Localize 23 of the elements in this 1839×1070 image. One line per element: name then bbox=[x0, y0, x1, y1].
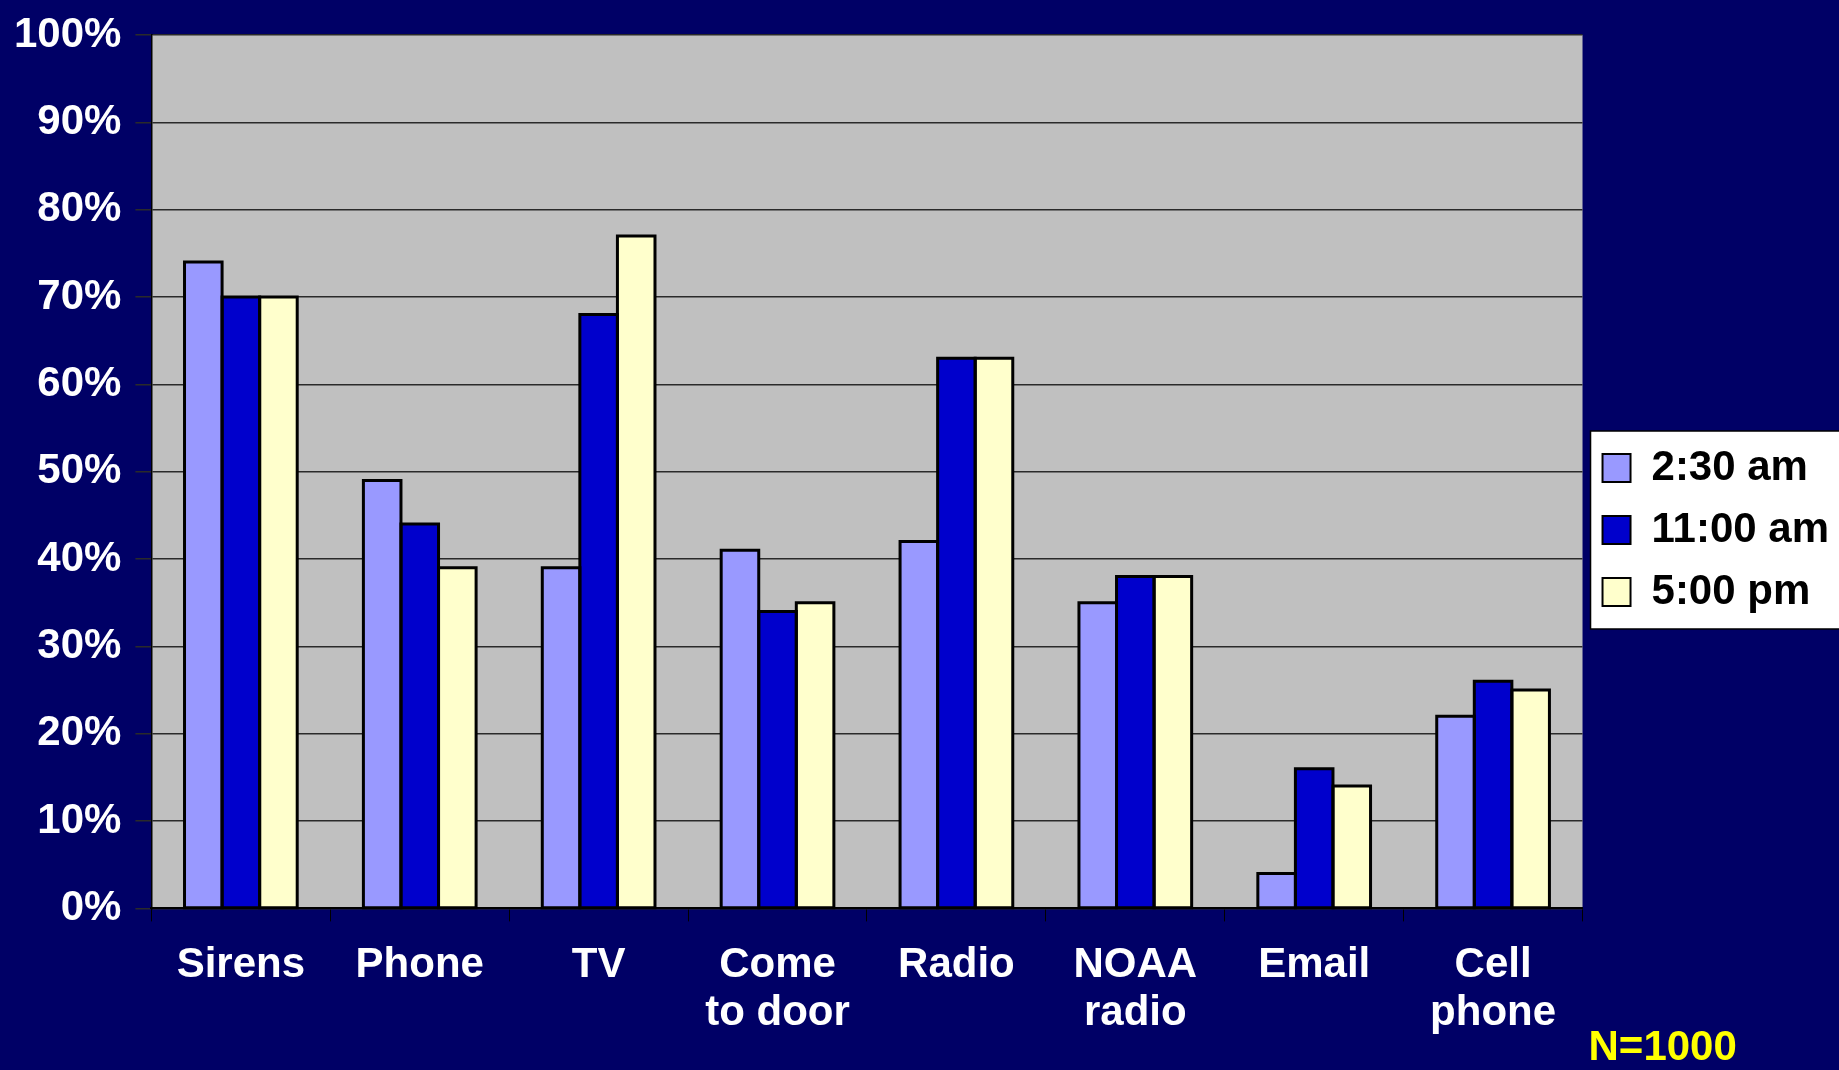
x-tick-label: NOAA radio bbox=[1073, 939, 1198, 1035]
legend-label: 11:00 am bbox=[1651, 503, 1830, 551]
x-tick-label: Email bbox=[1258, 939, 1371, 987]
legend-label: 5:00 pm bbox=[1651, 565, 1811, 613]
x-tick-label: Radio bbox=[898, 939, 1015, 987]
x-tick-label: Sirens bbox=[176, 939, 306, 987]
y-tick-label: 0% bbox=[60, 881, 122, 929]
y-tick-label: 10% bbox=[37, 794, 122, 842]
legend-label: 2:30 am bbox=[1651, 441, 1808, 489]
y-tick-label: 90% bbox=[37, 95, 122, 143]
y-tick-label: 30% bbox=[37, 619, 122, 667]
y-tick-label: 100% bbox=[14, 8, 122, 56]
x-tick-label: TV bbox=[571, 939, 626, 987]
y-tick-label: 70% bbox=[37, 270, 122, 318]
y-tick-label: 50% bbox=[37, 445, 122, 493]
y-tick-label: 60% bbox=[37, 357, 122, 405]
text: N=1000 bbox=[1588, 1022, 1737, 1069]
y-tick-label: 20% bbox=[37, 707, 122, 755]
x-tick-label: Cell phone bbox=[1430, 939, 1557, 1035]
y-tick-label: 80% bbox=[37, 183, 122, 231]
x-tick-label: Phone bbox=[355, 939, 484, 987]
y-tick-label: 40% bbox=[37, 532, 122, 580]
x-tick-label: Come to door bbox=[705, 939, 850, 1035]
